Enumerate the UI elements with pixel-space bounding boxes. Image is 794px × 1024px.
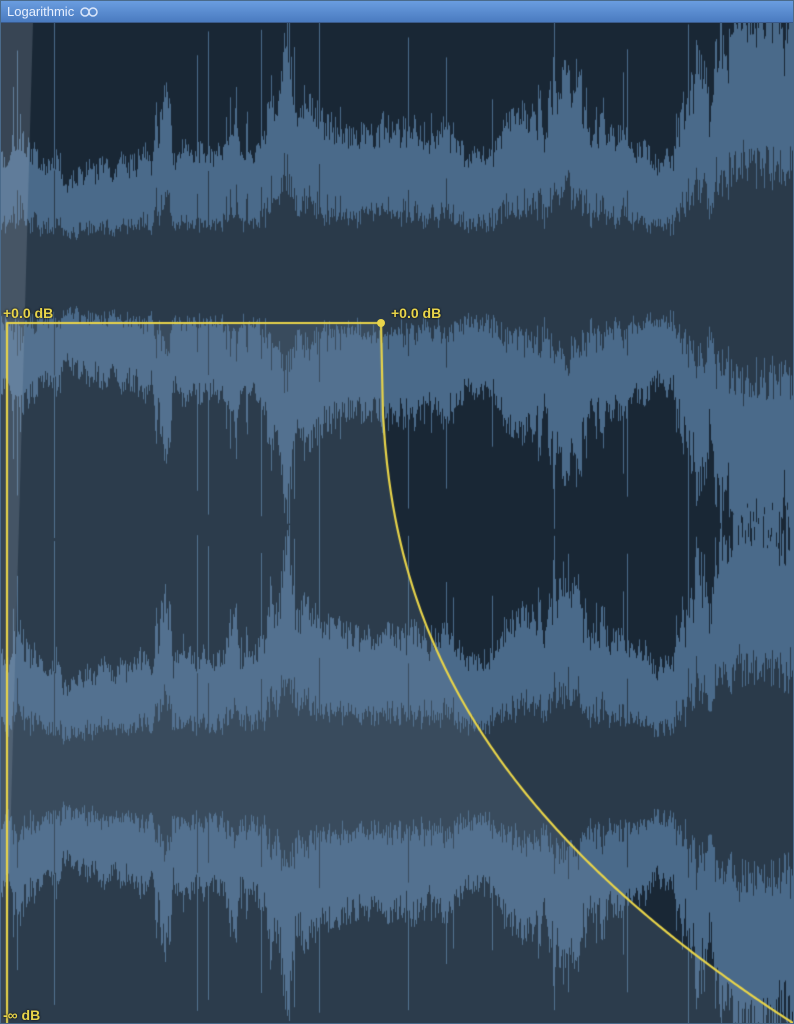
link-channels-icon[interactable] bbox=[80, 6, 98, 18]
fade-out-overlay bbox=[1, 23, 793, 1023]
fade-mode-label: Logarithmic bbox=[7, 4, 74, 19]
fade-knee-handle[interactable] bbox=[377, 319, 385, 327]
waveform-editor[interactable]: +0.0 dB +0.0 dB -∞ dB bbox=[1, 23, 793, 1023]
titlebar[interactable]: Logarithmic bbox=[1, 1, 793, 23]
audio-fade-editor-window: Logarithmic +0.0 dB +0.0 dB -∞ dB bbox=[0, 0, 794, 1024]
